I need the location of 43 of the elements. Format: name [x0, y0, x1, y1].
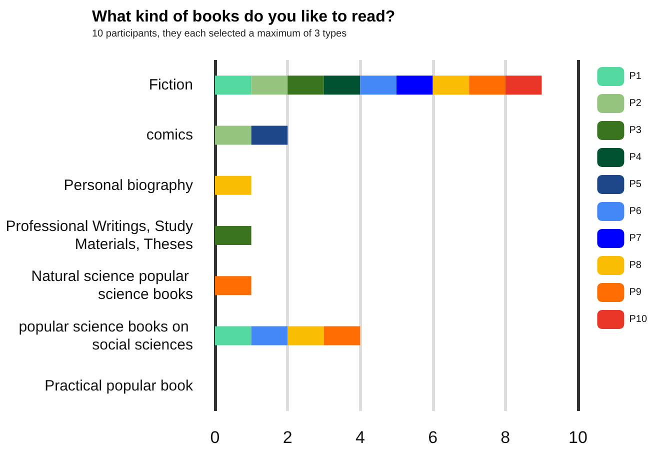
bar — [215, 76, 252, 95]
bar — [432, 76, 470, 95]
y-tick-label: Natural science popular science books — [31, 268, 193, 304]
bar — [215, 326, 252, 346]
legend-label: P5 — [629, 179, 642, 190]
y-tick-label: Personal biography — [64, 176, 194, 194]
chart-subtitle: 10 participants, they each selected a maximum of 3 types — [92, 28, 347, 40]
x-tick-label: 8 — [500, 428, 510, 447]
legend-label: P4 — [629, 152, 642, 163]
legend-label: P10 — [629, 314, 648, 325]
legend-label: P3 — [629, 125, 642, 136]
legend-label: P7 — [629, 233, 642, 244]
bar — [324, 326, 360, 346]
bar — [215, 276, 252, 296]
legend-label: P1 — [629, 71, 642, 82]
bar — [288, 76, 324, 95]
bar — [324, 76, 360, 95]
bar — [215, 176, 252, 195]
chart-title: What kind of books do you like to read? — [92, 8, 396, 26]
x-tick-label: 4 — [355, 428, 365, 447]
bar — [251, 76, 288, 95]
x-tick-label: 10 — [568, 428, 588, 447]
bar — [215, 226, 252, 245]
x-tick-label: 2 — [282, 428, 292, 447]
bar — [215, 126, 252, 145]
legend-label: P8 — [629, 260, 642, 271]
bar — [505, 76, 542, 95]
legend-label: P9 — [629, 287, 642, 298]
legend-label: P2 — [629, 98, 642, 109]
y-tick-label: Fiction — [148, 76, 193, 94]
y-tick-label: Practical popular book — [44, 377, 194, 394]
bar — [469, 76, 506, 95]
y-tick-label: comics — [146, 126, 193, 144]
bar — [251, 326, 288, 346]
y-tick-label: popular science books on social sciences — [18, 318, 193, 354]
x-tick-label: 6 — [428, 428, 438, 447]
bar — [396, 76, 433, 95]
y-tick-label: Professional Writings, Study Materials, Theses — [6, 218, 194, 253]
bar — [288, 326, 324, 346]
bar — [251, 126, 288, 145]
legend-label: P6 — [629, 206, 642, 217]
x-tick-label: 0 — [210, 428, 220, 447]
bar — [360, 76, 396, 95]
